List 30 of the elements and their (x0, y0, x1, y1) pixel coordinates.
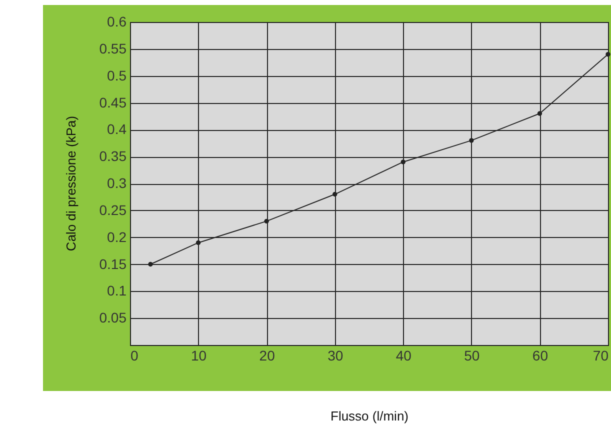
point (537, 111, 542, 116)
y-tick-label: 0.4 (107, 121, 127, 138)
point (606, 52, 610, 57)
point (196, 240, 201, 246)
x-tick-label: 20 (259, 348, 276, 364)
point (400, 160, 406, 164)
x-tick-label: 10 (190, 348, 207, 364)
y-tick-label: 0.05 (99, 310, 127, 326)
point (332, 192, 338, 197)
y-tick-label: 0.2 (107, 228, 127, 245)
point (469, 138, 474, 143)
y-tick-label: 0.35 (99, 148, 127, 164)
x-axis-title: Flusso (l/min) (330, 408, 409, 424)
y-tick-label: 0.55 (99, 40, 127, 56)
y-tick-label: 0.6 (107, 14, 127, 30)
x-tick-label: 0 (130, 348, 138, 364)
y-tick-label: 0.45 (99, 94, 127, 110)
y-tick-label: 0.25 (99, 202, 127, 218)
x-tick-label: 70 (592, 348, 609, 364)
y-tick-label: 0.3 (107, 175, 127, 191)
x-tick-label: 60 (532, 348, 548, 364)
x-tick-label: 50 (464, 348, 480, 364)
point (148, 262, 153, 267)
y-tick-label: 0.5 (107, 67, 127, 84)
y-axis-title: Calo di pressione (kPa) (64, 116, 78, 252)
x-tick-label: 30 (328, 348, 344, 364)
x-tick-label: 40 (396, 348, 412, 364)
y-tick-label: 0.15 (99, 256, 127, 272)
y-tick-label: 0.1 (107, 282, 127, 299)
point (264, 218, 269, 224)
